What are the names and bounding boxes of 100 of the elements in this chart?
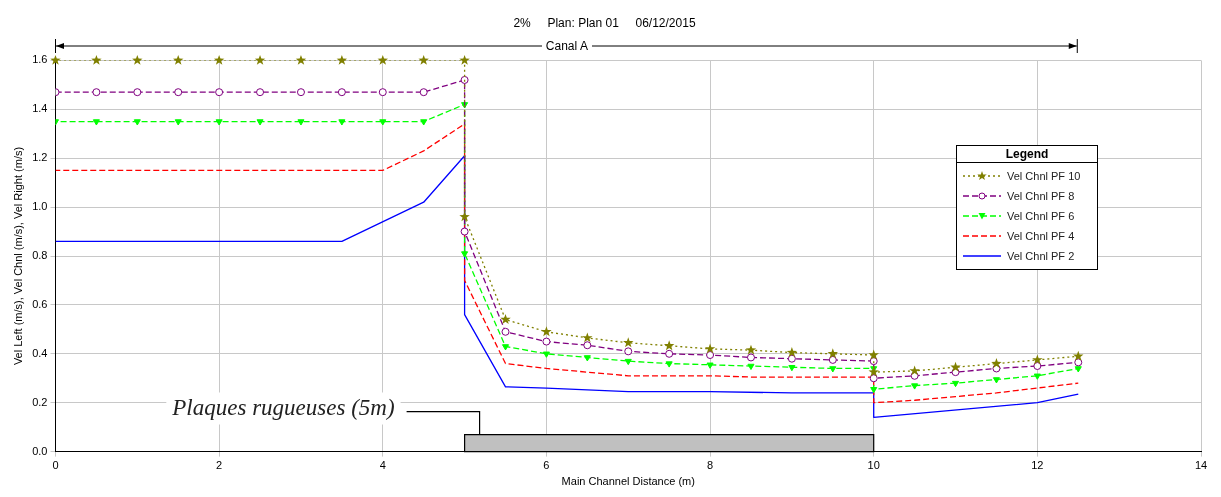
point [461, 251, 469, 258]
point [338, 119, 346, 126]
point [92, 88, 101, 97]
band-label: Plaques rugueuses (5m) [171, 394, 395, 420]
point [337, 88, 346, 97]
point [870, 387, 878, 394]
point [501, 344, 510, 351]
point [827, 348, 839, 359]
point [133, 88, 142, 97]
point [215, 119, 223, 126]
y-tick-label: 0.6 [32, 297, 48, 310]
y-tick-label: 0.0 [32, 444, 48, 457]
legend-label: Vel Chnl PF 10 [1007, 170, 1081, 183]
point [704, 343, 716, 354]
legend-label: Vel Chnl PF 8 [1007, 190, 1075, 203]
point [501, 327, 510, 336]
x-tick-label: 0 [52, 459, 59, 472]
point [869, 357, 878, 366]
point [296, 88, 305, 97]
point [952, 380, 960, 388]
point [460, 75, 469, 84]
point [1033, 373, 1041, 380]
point [91, 54, 102, 65]
point [92, 119, 100, 126]
x-tick-label: 14 [1194, 459, 1208, 472]
point [500, 314, 511, 325]
point [745, 344, 757, 355]
point [460, 227, 469, 236]
point [459, 54, 470, 65]
x-tick-label: 12 [1031, 459, 1044, 472]
point [623, 337, 634, 348]
x-tick-label: 8 [707, 459, 714, 472]
point [378, 88, 387, 97]
point [828, 355, 837, 364]
point [582, 332, 593, 343]
point [1074, 358, 1083, 367]
y-tick-label: 1.6 [32, 53, 48, 66]
legend-label: Vel Chnl PF 6 [1007, 210, 1075, 223]
point [746, 353, 755, 362]
x-axis-title: Main Channel Distance (m) [561, 475, 695, 488]
point [420, 119, 428, 126]
x-tick-label: 10 [867, 459, 880, 472]
point [254, 54, 266, 65]
point [542, 337, 551, 346]
point [829, 366, 837, 373]
point [624, 358, 632, 366]
y-tick-label: 1.4 [32, 102, 48, 115]
point [132, 54, 143, 65]
y-tick-label: 1.0 [32, 200, 48, 213]
point [868, 349, 879, 360]
point [297, 119, 305, 126]
point [50, 54, 61, 65]
point [663, 340, 675, 351]
point [788, 365, 796, 372]
y-axis-title: Vel Left (m/s), Vel Chnl (m/s), Vel Right (m/s) [11, 146, 24, 366]
point [256, 119, 264, 126]
point [1032, 354, 1043, 365]
point [419, 88, 428, 97]
point [215, 88, 224, 97]
point [786, 347, 798, 358]
point [1073, 350, 1084, 361]
legend-label: Vel Chnl PF 4 [1007, 230, 1075, 243]
y-tick-label: 0.4 [32, 346, 48, 359]
point [418, 54, 429, 65]
point [1074, 366, 1082, 373]
point [706, 362, 714, 369]
point [787, 354, 796, 363]
y-tick-label: 0.2 [32, 395, 48, 408]
legend-title: Legend [1004, 146, 1050, 163]
y-tick-label: 1.2 [32, 151, 48, 164]
chart-title: 2% Plan: Plan 01 06/12/2015 [513, 15, 696, 30]
point [583, 341, 592, 350]
point [459, 211, 470, 222]
point [174, 119, 182, 126]
point [706, 351, 715, 360]
x-tick-label: 6 [543, 459, 550, 472]
point [869, 374, 878, 383]
point [665, 349, 674, 358]
point [909, 365, 920, 376]
point [541, 326, 552, 337]
point [256, 88, 265, 97]
point [665, 361, 673, 368]
point [1033, 362, 1042, 371]
point [295, 54, 307, 65]
legend-label: Vel Chnl PF 2 [1007, 250, 1075, 263]
x-tick-label: 4 [379, 459, 386, 472]
point [133, 119, 141, 126]
x-tick-label: 2 [216, 459, 223, 472]
point [583, 355, 591, 362]
point [992, 377, 1000, 384]
point [624, 347, 633, 356]
text: Canal A [541, 38, 592, 55]
point [991, 358, 1002, 369]
point [950, 361, 961, 372]
point [911, 383, 919, 390]
point [542, 351, 550, 358]
point [379, 119, 387, 126]
point [747, 363, 755, 371]
y-tick-label: 0.8 [32, 249, 48, 262]
point [174, 88, 183, 97]
